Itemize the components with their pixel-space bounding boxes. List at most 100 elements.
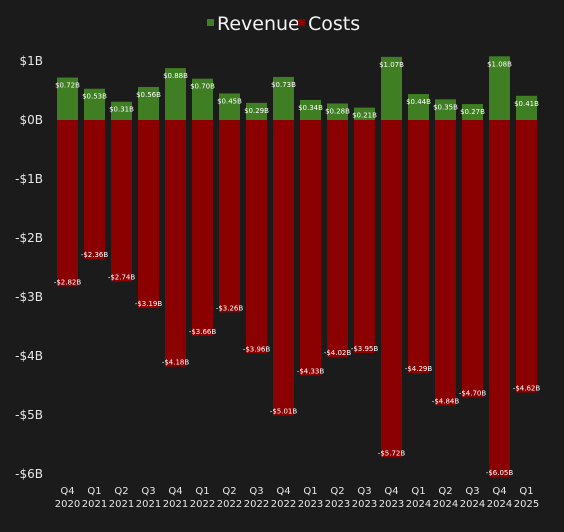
- x-tick-year-label: 2024: [460, 499, 485, 510]
- legend: Revenue Costs: [207, 13, 360, 35]
- revenue-data-label: $0.41B: [514, 100, 539, 108]
- revenue-data-label: $0.27B: [460, 108, 485, 116]
- x-tick-quarter-label: Q1: [195, 486, 209, 497]
- x-tick-year-label: 2021: [163, 499, 188, 510]
- costs-bar: [246, 120, 267, 354]
- revenue-bar: [489, 56, 510, 120]
- costs-data-label: -$4.62B: [513, 385, 541, 393]
- costs-data-label: -$5.01B: [270, 408, 298, 416]
- revenue-bar: [462, 104, 483, 120]
- costs-data-label: -$2.74B: [108, 274, 136, 282]
- revenue-bar: [354, 107, 375, 120]
- legend-swatch-revenue: [207, 19, 214, 26]
- costs-bar: [300, 120, 321, 376]
- costs-data-label: -$3.66B: [189, 328, 217, 336]
- costs-data-label: -$4.18B: [162, 359, 190, 367]
- y-tick-label: -$5B: [15, 408, 43, 422]
- revenue-data-label: $0.73B: [271, 81, 296, 89]
- revenue-data-label: $1.07B: [379, 61, 404, 69]
- revenue-bar: [192, 78, 213, 120]
- costs-data-label: -$2.36B: [81, 251, 109, 259]
- data-labels: $0.72B -$2.82B $0.53B -$2.36B $0.31B -$2.74B $…: [54, 60, 541, 477]
- revenue-bar: [381, 56, 402, 120]
- costs-bar: [111, 120, 132, 282]
- revenue-bar: [408, 94, 429, 120]
- y-tick-label: -$6B: [15, 467, 43, 481]
- legend-swatch-costs: [298, 19, 305, 26]
- x-tick-year-label: 2024: [406, 499, 431, 510]
- y-axis: $1B $0B -$1B -$2B -$3B -$4B -$5B -$6B: [15, 54, 43, 481]
- x-tick-year-label: 2022: [190, 499, 215, 510]
- costs-bar: [57, 120, 78, 287]
- costs-data-label: -$4.29B: [405, 365, 433, 373]
- revenue-bar: [246, 102, 267, 120]
- costs-bar: [462, 120, 483, 398]
- y-tick-label: -$2B: [15, 231, 43, 245]
- x-tick-year-label: 2021: [109, 499, 134, 510]
- costs-bar: [219, 120, 240, 313]
- revenue-bar: [219, 93, 240, 120]
- x-tick-quarter-label: Q3: [465, 486, 479, 497]
- x-tick-quarter-label: Q3: [249, 486, 263, 497]
- x-axis: Q4 2020 Q1 2021 Q2 2021 Q3 2021 Q4 2021 Q1 2022 Q2 20…: [55, 486, 539, 510]
- revenue-bar: [300, 99, 321, 120]
- revenue-bar: [84, 88, 105, 120]
- x-tick-quarter-label: Q4: [492, 486, 506, 497]
- revenue-data-label: $0.56B: [136, 91, 161, 99]
- costs-data-label: -$5.72B: [378, 449, 406, 457]
- x-tick-year-label: 2023: [325, 499, 350, 510]
- revenue-bar: [435, 99, 456, 120]
- x-tick-year-label: 2022: [217, 499, 242, 510]
- x-tick-quarter-label: Q1: [519, 486, 533, 497]
- revenue-data-label: $0.72B: [55, 82, 80, 90]
- revenue-data-label: $0.53B: [82, 93, 107, 101]
- revenue-data-label: $0.44B: [406, 98, 431, 106]
- revenue-bar: [273, 76, 294, 120]
- revenue-data-label: $0.29B: [244, 107, 269, 115]
- revenue-bar: [57, 77, 78, 120]
- costs-bar: [84, 120, 105, 260]
- costs-data-label: -$4.84B: [432, 398, 460, 406]
- x-tick-year-label: 2024: [487, 499, 512, 510]
- revenue-data-label: $0.88B: [163, 72, 188, 80]
- x-tick-quarter-label: Q2: [222, 486, 236, 497]
- x-tick-quarter-label: Q4: [60, 486, 74, 497]
- costs-data-label: -$3.96B: [243, 346, 271, 354]
- legend-label-costs: Costs: [308, 13, 360, 35]
- costs-data-label: -$4.70B: [459, 389, 487, 397]
- y-tick-label: -$1B: [15, 172, 43, 186]
- revenue-bar: [165, 68, 186, 120]
- x-tick-year-label: 2021: [82, 499, 107, 510]
- x-tick-year-label: 2023: [352, 499, 377, 510]
- costs-data-label: -$3.19B: [135, 300, 163, 308]
- costs-bar: [381, 120, 402, 458]
- costs-bar: [273, 120, 294, 416]
- x-tick-year-label: 2023: [298, 499, 323, 510]
- x-tick-quarter-label: Q1: [411, 486, 425, 497]
- costs-data-label: -$3.26B: [216, 304, 244, 312]
- costs-bar: [327, 120, 348, 358]
- costs-bar: [354, 120, 375, 354]
- revenue-bar: [327, 103, 348, 120]
- y-tick-label: -$3B: [15, 290, 43, 304]
- revenue-bar: [516, 95, 537, 120]
- costs-data-label: -$2.82B: [54, 278, 82, 286]
- revenue-data-label: $0.31B: [109, 106, 134, 114]
- revenue-data-label: $0.35B: [433, 103, 458, 111]
- bars: [57, 56, 537, 477]
- x-tick-year-label: 2022: [244, 499, 269, 510]
- costs-data-label: -$4.02B: [324, 349, 352, 357]
- x-tick-quarter-label: Q4: [276, 486, 290, 497]
- revenue-data-label: $1.08B: [487, 60, 512, 68]
- costs-bar: [435, 120, 456, 406]
- x-tick-quarter-label: Q3: [357, 486, 371, 497]
- costs-bar: [489, 120, 510, 477]
- x-tick-year-label: 2020: [55, 499, 80, 510]
- y-tick-label: -$4B: [15, 349, 43, 363]
- costs-data-label: -$3.95B: [351, 345, 379, 353]
- x-tick-quarter-label: Q1: [87, 486, 101, 497]
- x-tick-quarter-label: Q2: [114, 486, 128, 497]
- revenue-bar: [138, 86, 159, 120]
